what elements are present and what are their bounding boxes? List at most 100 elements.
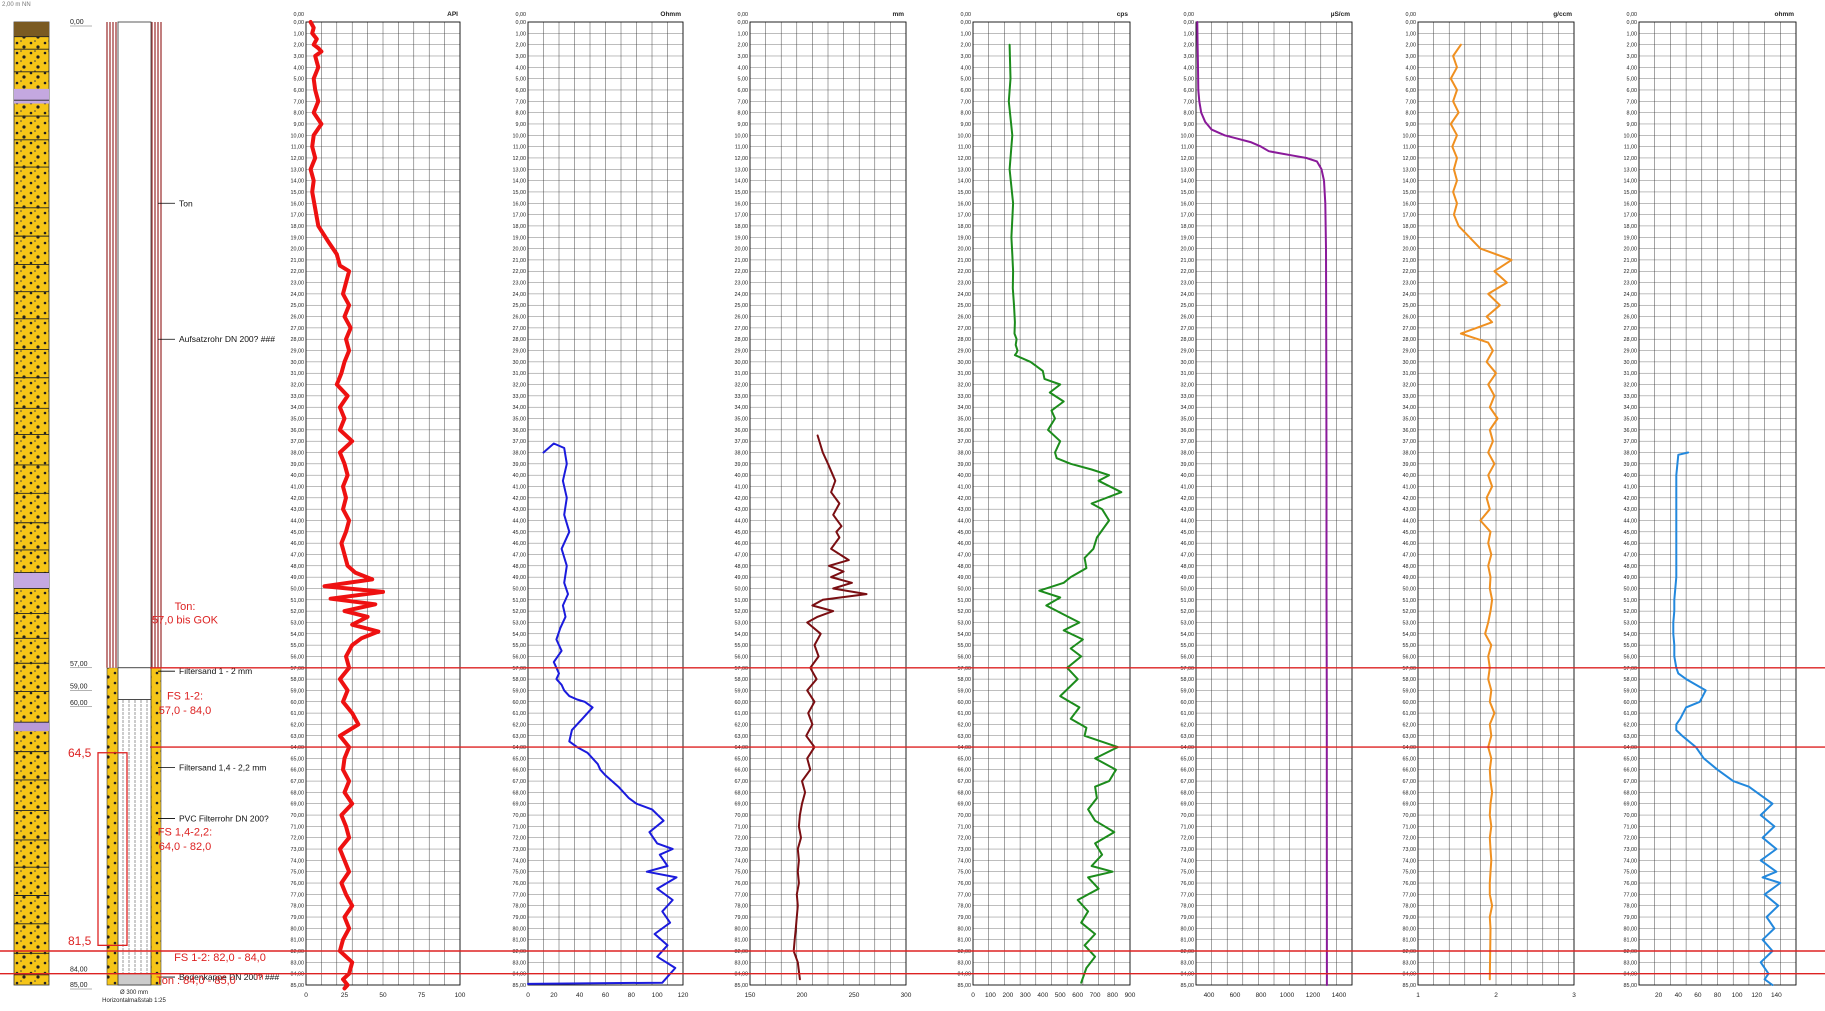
depth-tick-label: 78,00 — [735, 904, 749, 910]
depth-tick-label: 13,00 — [1403, 167, 1417, 173]
depth-tick-label: 61,00 — [1403, 711, 1417, 717]
x-tick-label: 60 — [1694, 992, 1702, 999]
depth-tick-label: 57,00 — [1181, 666, 1195, 672]
depth-tick-label: 34,00 — [1624, 405, 1638, 411]
depth-tick-label: 74,00 — [291, 858, 305, 864]
log-track-2: 0,00 1,00 2,00 3,00 4,00 5,00 6,00 7,00 8,00 9,00… — [513, 11, 689, 999]
depth-tick-label: 56,00 — [1624, 654, 1638, 660]
x-tick-label: 50 — [379, 992, 387, 999]
depth-tick-label: 19,00 — [1181, 235, 1195, 241]
depth-tick-label: 79,00 — [513, 915, 527, 921]
depth-tick-label: 57,00 — [735, 666, 749, 672]
depth-tick-label: 14,00 — [513, 179, 527, 185]
depth-tick-label: 48,00 — [513, 564, 527, 570]
depth-tick-label: 23,00 — [1403, 281, 1417, 287]
depth-tick-label: 18,00 — [1181, 224, 1195, 230]
unit-label: API — [447, 11, 458, 18]
depth-tick-label: 16,00 — [1624, 201, 1638, 207]
depth-tick-label: 24,00 — [958, 292, 972, 298]
unit-label: cps — [1117, 11, 1129, 18]
depth-tick-label: 8,00 — [961, 111, 972, 117]
depth-tick-label: 45,00 — [1624, 530, 1638, 536]
depth-tick-label: 1,00 — [294, 31, 305, 37]
depth-tick-label: 29,00 — [958, 349, 972, 355]
log-tracks: 0,00 1,00 2,00 3,00 4,00 5,00 6,00 7,00 8,00 9,00… — [291, 11, 1797, 999]
depth-tick-label: 78,00 — [1624, 904, 1638, 910]
depth-top-label: 0,00 — [961, 12, 972, 18]
depth-top-label: 0,00 — [1184, 12, 1195, 18]
depth-tick-label: 9,00 — [1406, 122, 1417, 128]
depth-tick-label: 81,00 — [1624, 938, 1638, 944]
clay-layer — [14, 572, 49, 589]
x-tick-label: 2 — [1494, 992, 1498, 999]
depth-tick-label: 15,00 — [735, 190, 749, 196]
depth-tick-label: 46,00 — [291, 541, 305, 547]
depth-tick-label: 54,00 — [958, 632, 972, 638]
depth-tick-label: 34,00 — [958, 405, 972, 411]
depth-tick-label: 6,00 — [961, 88, 972, 94]
depth-tick-label: 53,00 — [735, 620, 749, 626]
depth-label: 84,00 — [70, 967, 88, 974]
depth-tick-label: 29,00 — [513, 349, 527, 355]
depth-tick-label: 65,00 — [513, 756, 527, 762]
depth-tick-label: 18,00 — [291, 224, 305, 230]
depth-tick-label: 71,00 — [735, 824, 749, 830]
depth-tick-label: 15,00 — [1624, 190, 1638, 196]
depth-tick-label: 72,00 — [513, 836, 527, 842]
depth-tick-label: 28,00 — [735, 337, 749, 343]
log-track-6: 0,00 1,00 2,00 3,00 4,00 5,00 6,00 7,00 8,00 9,00… — [1403, 11, 1577, 999]
riser-pipe-lower — [117, 667, 152, 700]
depth-tick-label: 47,00 — [291, 552, 305, 558]
depth-tick-label: 1,00 — [1184, 31, 1195, 37]
depth-tick-label: 25,00 — [513, 303, 527, 309]
depth-tick-label: 77,00 — [958, 892, 972, 898]
depth-tick-label: 55,00 — [735, 643, 749, 649]
depth-tick-label: 36,00 — [513, 428, 527, 434]
bottom-cap — [117, 973, 152, 986]
footer-note: Horizontalmaßstab 1:25 — [102, 998, 166, 1004]
depth-tick-label: 34,00 — [1181, 405, 1195, 411]
depth-tick-label: 1,00 — [516, 31, 527, 37]
depth-tick-label: 21,00 — [1403, 258, 1417, 264]
depth-tick-label: 8,00 — [1406, 111, 1417, 117]
depth-tick-label: 20,00 — [1403, 247, 1417, 253]
depth-tick-label: 33,00 — [1181, 394, 1195, 400]
depth-tick-label: 33,00 — [1624, 394, 1638, 400]
depth-tick-label: 67,00 — [735, 779, 749, 785]
depth-tick-label: 30,00 — [1624, 360, 1638, 366]
depth-tick-label: 50,00 — [1624, 586, 1638, 592]
depth-tick-label: 14,00 — [291, 179, 305, 185]
depth-tick-label: 79,00 — [1624, 915, 1638, 921]
depth-tick-label: 4,00 — [738, 65, 749, 71]
depth-tick-label: 35,00 — [958, 417, 972, 423]
depth-tick-label: 58,00 — [958, 677, 972, 683]
depth-tick-label: 32,00 — [291, 383, 305, 389]
depth-tick-label: 65,00 — [958, 756, 972, 762]
depth-tick-label: 62,00 — [1181, 722, 1195, 728]
depth-tick-label: 39,00 — [1624, 462, 1638, 468]
depth-tick-label: 23,00 — [958, 281, 972, 287]
depth-tick-label: 15,00 — [291, 190, 305, 196]
depth-tick-label: 66,00 — [513, 768, 527, 774]
depth-tick-label: 70,00 — [958, 813, 972, 819]
depth-tick-label: 73,00 — [1403, 847, 1417, 853]
x-tick-label: 100 — [652, 992, 663, 999]
depth-tick-label: 32,00 — [1181, 383, 1195, 389]
depth-tick-label: 3,00 — [516, 54, 527, 60]
depth-tick-label: 46,00 — [513, 541, 527, 547]
depth-tick-label: 55,00 — [291, 643, 305, 649]
depth-tick-label: 51,00 — [291, 598, 305, 604]
depth-tick-label: 78,00 — [1403, 904, 1417, 910]
depth-tick-label: 35,00 — [291, 417, 305, 423]
depth-tick-label: 9,00 — [1184, 122, 1195, 128]
depth-tick-label: 84,00 — [735, 972, 749, 978]
depth-tick-label: 45,00 — [735, 530, 749, 536]
track-frame — [1638, 21, 1797, 986]
depth-tick-label: 17,00 — [735, 213, 749, 219]
depth-tick-label: 72,00 — [291, 836, 305, 842]
depth-tick-label: 27,00 — [1181, 326, 1195, 332]
depth-tick-label: 60,00 — [1624, 700, 1638, 706]
depth-tick-label: 66,00 — [1624, 768, 1638, 774]
depth-tick-label: 48,00 — [735, 564, 749, 570]
depth-tick-label: 14,00 — [1403, 179, 1417, 185]
